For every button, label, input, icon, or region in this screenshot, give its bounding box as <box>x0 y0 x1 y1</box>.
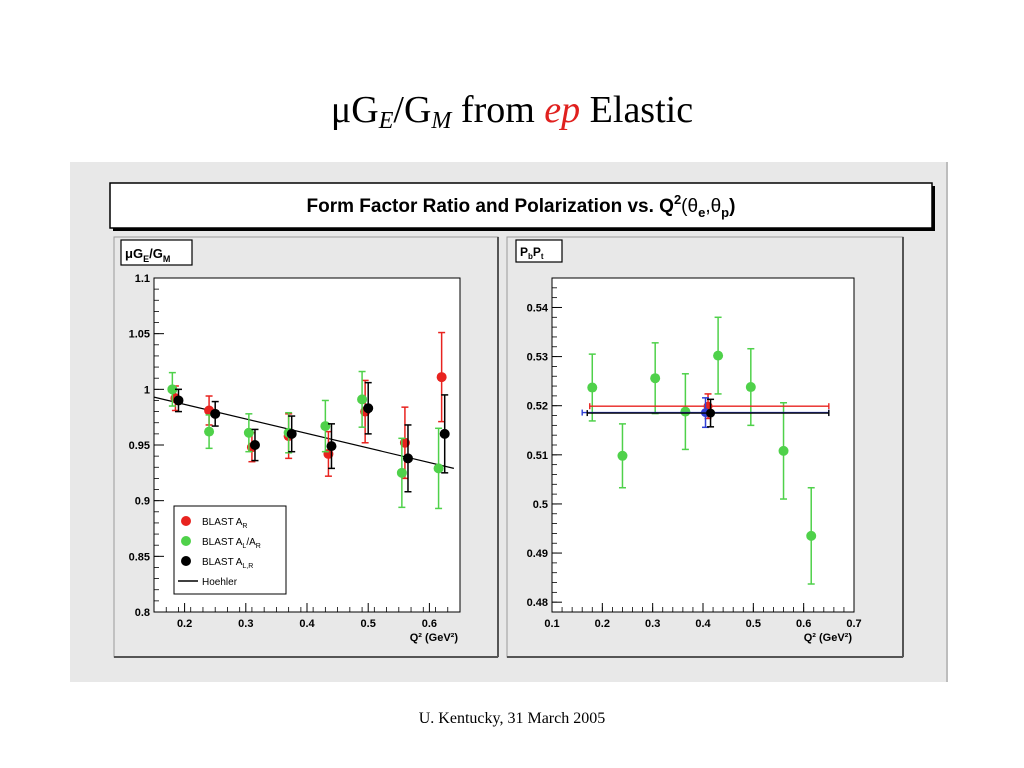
series-2-marker <box>439 428 450 439</box>
series-2-marker <box>210 408 221 419</box>
y-tick-label: 0.51 <box>527 450 548 462</box>
asym-series-marker <box>650 373 661 384</box>
legend-marker <box>181 516 191 526</box>
asym-series-marker <box>806 530 817 541</box>
asym-series-marker <box>587 382 598 393</box>
banner-text: Form Factor Ratio and Polarization vs. Q… <box>307 192 736 220</box>
legend-label: Hoehler <box>202 577 238 588</box>
x-tick-label: 0.5 <box>746 618 761 630</box>
series-2-marker <box>249 440 260 450</box>
y-tick-label: 0.5 <box>533 499 548 511</box>
title-ep: ep <box>544 89 581 131</box>
x-tick-label: 0.6 <box>796 618 811 630</box>
series-0-marker <box>436 372 447 383</box>
series-1-marker <box>357 394 368 405</box>
title-sub-e: E <box>378 108 394 134</box>
series-2-marker <box>326 441 337 452</box>
y-tick-label: 0.53 <box>527 352 548 364</box>
x-axis-label: Q² (GeV²) <box>804 632 853 644</box>
x-tick-label: 0.3 <box>238 618 253 630</box>
x-tick-label: 0.5 <box>361 618 376 630</box>
title-sub-m: M <box>431 108 452 134</box>
asym-series-marker <box>680 406 691 417</box>
y-tick-label: 0.85 <box>129 551 150 563</box>
legend-label: BLAST AL/AR <box>202 537 261 550</box>
series-1-marker <box>396 467 407 478</box>
title-elastic: Elastic <box>580 89 694 131</box>
y-tick-label: 0.8 <box>135 607 150 619</box>
left-plot: 0.2 0.3 0.4 0.5 0.6 0.8 0.85 0.9 0.95 1 1.05 1.1 Q² … <box>129 273 461 644</box>
x-tick-label: 0.4 <box>299 618 315 630</box>
x-tick-label: 0.3 <box>645 618 660 630</box>
asym-series-marker <box>713 350 724 361</box>
y-tick-label: 1.1 <box>135 273 150 285</box>
y-tick-label: 0.95 <box>129 440 150 452</box>
asym-series-marker <box>617 450 628 461</box>
y-tick-label: 1.05 <box>129 329 150 341</box>
footer-text: U. Kentucky, 31 March 2005 <box>418 710 606 727</box>
y-tick-label: 1 <box>144 384 150 396</box>
asym-series-marker <box>745 382 756 393</box>
x-axis-label: Q² (GeV²) <box>410 632 459 644</box>
asym-series-marker <box>778 445 789 456</box>
x-tick-label: 0.2 <box>595 618 610 630</box>
y-tick-label: 0.49 <box>527 548 548 560</box>
legend-label: BLAST AR <box>202 517 247 530</box>
series-1-marker <box>320 421 331 432</box>
y-tick-label: 0.54 <box>527 302 549 314</box>
series-2-marker <box>173 395 184 406</box>
series-1-marker <box>204 426 215 437</box>
root-canvas: Form Factor Ratio and Polarization vs. Q… <box>70 162 948 682</box>
banner-box <box>109 182 933 229</box>
x-tick-label: 0.4 <box>695 618 711 630</box>
title-slash-g: /G <box>393 89 432 131</box>
x-tick-label: 0.2 <box>177 618 192 630</box>
title-from: from <box>451 89 545 131</box>
average-2-marker <box>706 408 716 418</box>
y-tick-label: 0.52 <box>527 401 548 413</box>
series-1-marker <box>243 427 254 438</box>
legend-marker <box>181 556 191 566</box>
legend-label: BLAST AL,R <box>202 557 253 570</box>
title-mu-g: μG <box>330 89 379 131</box>
right-plot: 0.1 0.2 0.3 0.4 0.5 0.6 0.7 0.48 0.49 0.5 0.51 0.52… <box>527 277 862 644</box>
x-tick-label: 0.6 <box>422 618 437 630</box>
right-pad-label-box <box>515 239 563 263</box>
x-tick-label: 0.1 <box>544 618 559 630</box>
x-tick-label: 0.7 <box>846 618 861 630</box>
right-pad-label: PbPt <box>520 245 544 261</box>
left-pad-label: μGE/GM <box>125 246 170 264</box>
series-2-marker <box>363 403 374 414</box>
series-1-marker <box>167 384 178 395</box>
series-2-marker <box>402 453 413 464</box>
slide-title: μGE/GM from ep Elastic <box>0 88 1024 135</box>
legend-box <box>173 505 287 595</box>
y-tick-label: 0.9 <box>135 496 150 508</box>
y-tick-label: 0.48 <box>527 597 548 609</box>
legend-marker <box>181 536 191 546</box>
right-frame <box>551 277 855 613</box>
series-2-marker <box>286 428 297 439</box>
series-1-marker <box>433 463 444 474</box>
left-pad-label-box <box>120 239 193 266</box>
canvas-svg: Form Factor Ratio and Polarization vs. Q… <box>109 182 935 658</box>
